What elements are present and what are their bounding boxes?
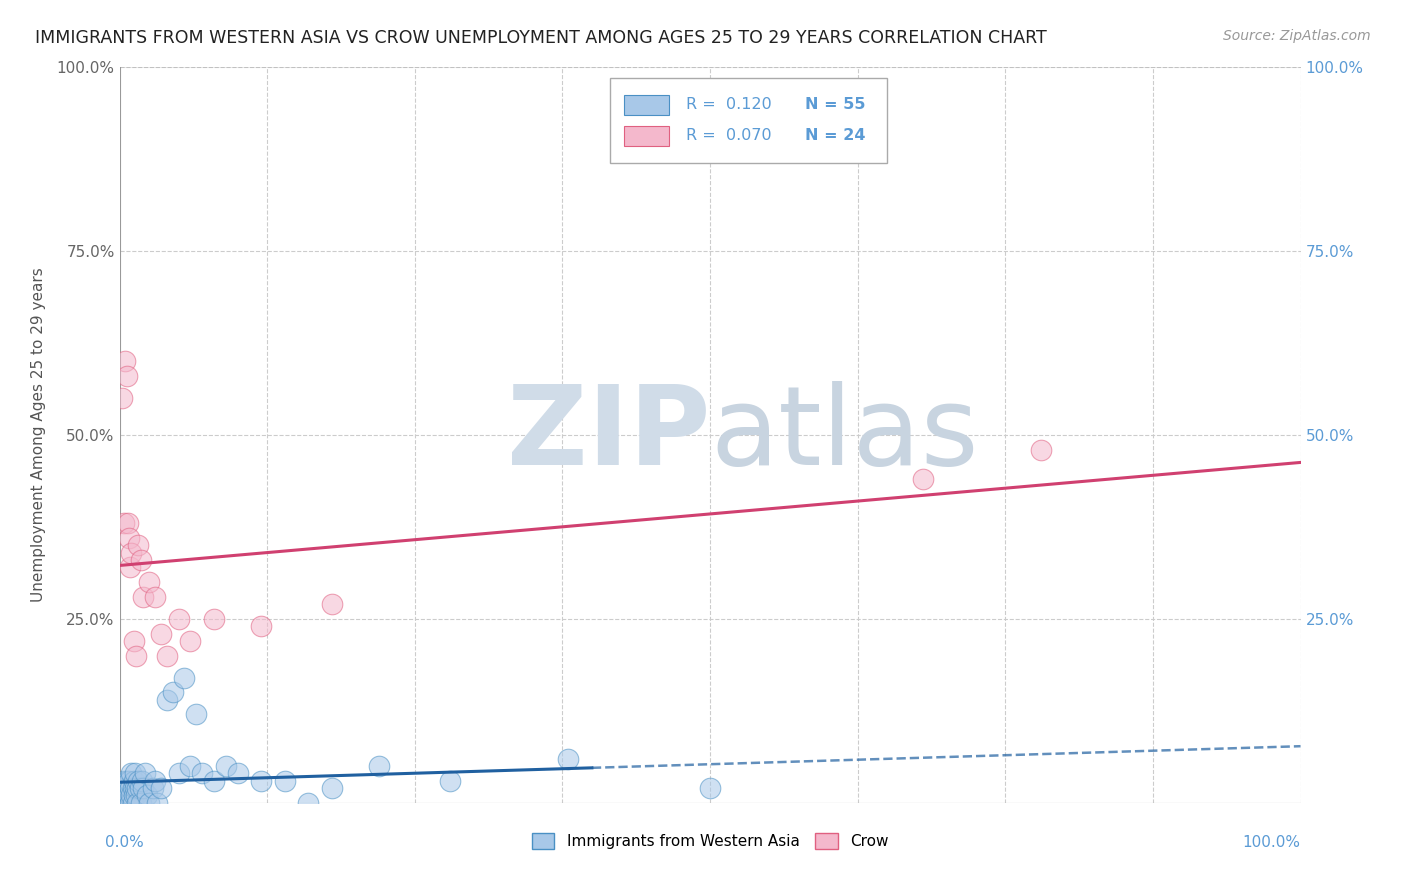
- Point: [321, 781, 343, 796]
- Point: [202, 773, 225, 788]
- Point: [120, 560, 142, 574]
- Point: [120, 796, 142, 810]
- Point: [117, 781, 139, 796]
- Point: [114, 354, 136, 368]
- Point: [112, 796, 135, 810]
- Point: [124, 781, 146, 796]
- Point: [118, 773, 141, 788]
- Point: [439, 773, 461, 788]
- Point: [115, 789, 138, 803]
- Point: [118, 789, 141, 803]
- Point: [122, 773, 145, 788]
- Point: [114, 796, 136, 810]
- Point: [111, 781, 134, 796]
- Point: [321, 597, 343, 611]
- Point: [143, 773, 166, 788]
- Point: [146, 796, 169, 810]
- Point: [156, 692, 179, 706]
- FancyBboxPatch shape: [624, 95, 669, 115]
- Point: [127, 538, 149, 552]
- Point: [1029, 442, 1052, 457]
- Text: Source: ZipAtlas.com: Source: ZipAtlas.com: [1223, 29, 1371, 43]
- Point: [131, 773, 153, 788]
- Point: [202, 612, 225, 626]
- Point: [112, 789, 135, 803]
- Point: [143, 590, 166, 604]
- Point: [120, 789, 142, 803]
- Point: [129, 553, 152, 567]
- Point: [128, 781, 150, 796]
- Text: R =  0.070: R = 0.070: [686, 128, 772, 143]
- Point: [124, 766, 146, 780]
- Point: [191, 766, 214, 780]
- Point: [132, 781, 155, 796]
- Point: [186, 707, 208, 722]
- Point: [250, 619, 273, 633]
- Point: [134, 766, 156, 780]
- Point: [167, 612, 190, 626]
- Point: [297, 796, 319, 810]
- Point: [118, 531, 141, 545]
- Point: [149, 781, 172, 796]
- Point: [127, 773, 149, 788]
- Point: [112, 773, 135, 788]
- Point: [127, 796, 149, 810]
- Point: [156, 648, 179, 663]
- Point: [125, 789, 148, 803]
- Point: [911, 472, 934, 486]
- Point: [120, 766, 142, 780]
- FancyBboxPatch shape: [624, 126, 669, 146]
- Point: [250, 773, 273, 788]
- Point: [699, 781, 721, 796]
- Point: [121, 781, 143, 796]
- Point: [120, 781, 142, 796]
- Text: R =  0.120: R = 0.120: [686, 97, 772, 112]
- Point: [122, 633, 145, 648]
- Point: [138, 575, 160, 590]
- Legend: Immigrants from Western Asia, Crow: Immigrants from Western Asia, Crow: [526, 827, 894, 855]
- Text: N = 24: N = 24: [804, 128, 865, 143]
- Point: [132, 590, 155, 604]
- Text: atlas: atlas: [710, 382, 979, 488]
- Point: [121, 796, 143, 810]
- Text: 0.0%: 0.0%: [105, 836, 145, 850]
- Point: [117, 516, 139, 530]
- Point: [368, 759, 391, 773]
- Point: [120, 545, 142, 560]
- Point: [226, 766, 249, 780]
- Point: [179, 759, 201, 773]
- FancyBboxPatch shape: [610, 78, 887, 162]
- Point: [115, 369, 138, 384]
- Point: [149, 626, 172, 640]
- Point: [162, 685, 184, 699]
- Point: [557, 751, 579, 765]
- Point: [142, 781, 165, 796]
- Point: [111, 391, 134, 405]
- Text: 100.0%: 100.0%: [1243, 836, 1301, 850]
- Point: [173, 671, 195, 685]
- Y-axis label: Unemployment Among Ages 25 to 29 years: Unemployment Among Ages 25 to 29 years: [31, 268, 45, 602]
- Point: [138, 796, 160, 810]
- Point: [114, 781, 136, 796]
- Point: [274, 773, 297, 788]
- Point: [135, 789, 157, 803]
- Point: [179, 633, 201, 648]
- Point: [167, 766, 190, 780]
- Point: [127, 781, 149, 796]
- Point: [122, 789, 145, 803]
- Text: N = 55: N = 55: [804, 97, 865, 112]
- Text: ZIP: ZIP: [506, 382, 710, 488]
- Point: [215, 759, 238, 773]
- Point: [125, 648, 148, 663]
- Text: IMMIGRANTS FROM WESTERN ASIA VS CROW UNEMPLOYMENT AMONG AGES 25 TO 29 YEARS CORR: IMMIGRANTS FROM WESTERN ASIA VS CROW UNE…: [35, 29, 1047, 46]
- Point: [115, 773, 138, 788]
- Point: [129, 796, 152, 810]
- Point: [112, 516, 135, 530]
- Point: [117, 796, 139, 810]
